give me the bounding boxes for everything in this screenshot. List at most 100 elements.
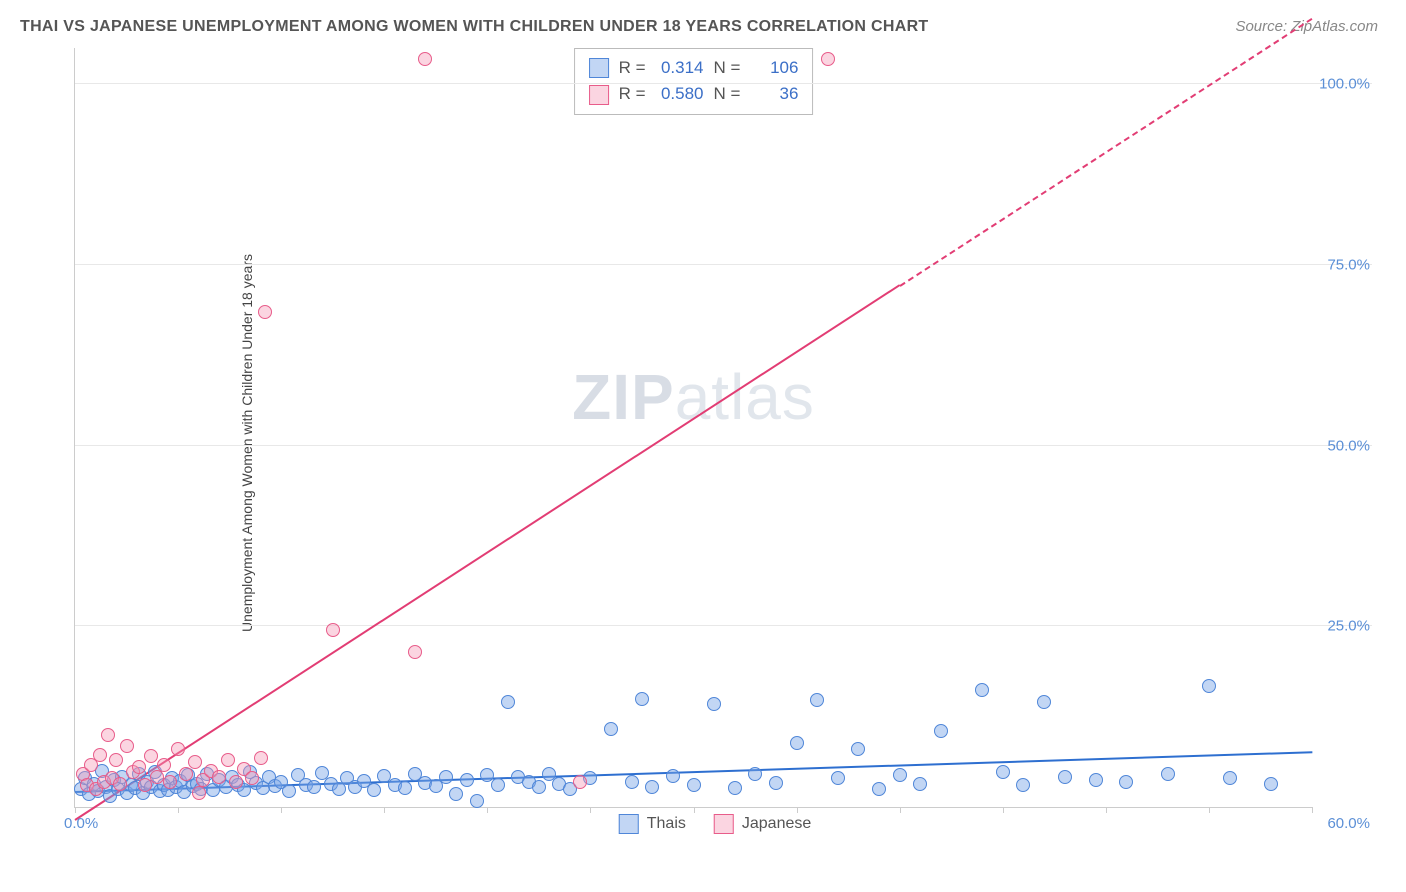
data-point — [120, 739, 134, 753]
data-point — [132, 760, 146, 774]
legend-swatch — [714, 814, 734, 834]
data-point — [1223, 771, 1237, 785]
data-point — [258, 305, 272, 319]
data-point — [707, 697, 721, 711]
gridline — [75, 445, 1372, 446]
x-tick — [590, 807, 591, 813]
data-point — [645, 780, 659, 794]
data-point — [418, 52, 432, 66]
data-point — [491, 778, 505, 792]
data-point — [101, 728, 115, 742]
data-point — [138, 778, 152, 792]
r-value: 0.314 — [656, 55, 704, 81]
series-legend: Thais Japanese — [619, 814, 812, 834]
x-tick — [281, 807, 282, 813]
data-point — [93, 748, 107, 762]
legend-item: Thais — [619, 814, 686, 834]
data-point — [245, 771, 259, 785]
x-tick — [1003, 807, 1004, 813]
x-tick — [487, 807, 488, 813]
data-point — [449, 787, 463, 801]
data-point — [1264, 777, 1278, 791]
x-max-label: 60.0% — [1327, 815, 1370, 832]
data-point — [625, 775, 639, 789]
data-point — [851, 742, 865, 756]
data-point — [810, 693, 824, 707]
r-value: 0.580 — [656, 81, 704, 107]
stats-box: R = 0.314 N = 106 R = 0.580 N = 36 — [574, 48, 814, 115]
trend-line-dashed — [899, 17, 1312, 286]
x-tick — [797, 807, 798, 813]
data-point — [666, 769, 680, 783]
series-swatch — [589, 85, 609, 105]
gridline — [75, 625, 1372, 626]
x-tick — [75, 807, 76, 813]
data-point — [144, 749, 158, 763]
legend-item: Japanese — [714, 814, 811, 834]
data-point — [282, 784, 296, 798]
x-tick — [1106, 807, 1107, 813]
data-point — [163, 775, 177, 789]
data-point — [913, 777, 927, 791]
x-tick — [1312, 807, 1313, 813]
gridline — [75, 83, 1372, 84]
data-point — [728, 781, 742, 795]
data-point — [460, 773, 474, 787]
data-point — [192, 786, 206, 800]
data-point — [307, 780, 321, 794]
chart-title: THAI VS JAPANESE UNEMPLOYMENT AMONG WOME… — [20, 18, 929, 36]
data-point — [1119, 775, 1133, 789]
data-point — [1016, 778, 1030, 792]
data-point — [254, 751, 268, 765]
data-point — [109, 753, 123, 767]
x-tick — [900, 807, 901, 813]
data-point — [893, 768, 907, 782]
data-point — [975, 683, 989, 697]
y-tick-label: 100.0% — [1319, 76, 1370, 93]
trend-line — [74, 285, 900, 822]
data-point — [171, 742, 185, 756]
gridline — [75, 264, 1372, 265]
data-point — [221, 753, 235, 767]
data-point — [769, 776, 783, 790]
data-point — [1089, 773, 1103, 787]
data-point — [831, 771, 845, 785]
legend-label: Japanese — [742, 815, 811, 833]
data-point — [821, 52, 835, 66]
n-label: N = — [714, 55, 741, 81]
x-tick — [1209, 807, 1210, 813]
plot-region: ZIPatlas R = 0.314 N = 106 R = 0.580 N =… — [74, 48, 1312, 808]
y-tick-label: 50.0% — [1327, 437, 1370, 454]
legend-swatch — [619, 814, 639, 834]
r-label: R = — [619, 55, 646, 81]
stats-row: R = 0.580 N = 36 — [589, 81, 799, 107]
data-point — [532, 780, 546, 794]
data-point — [1058, 770, 1072, 784]
chart-area: Unemployment Among Women with Children U… — [50, 48, 1380, 838]
data-point — [573, 775, 587, 789]
r-label: R = — [619, 81, 646, 107]
y-tick-label: 75.0% — [1327, 256, 1370, 273]
n-value: 106 — [750, 55, 798, 81]
data-point — [188, 755, 202, 769]
data-point — [398, 781, 412, 795]
series-swatch — [589, 58, 609, 78]
data-point — [1037, 695, 1051, 709]
data-point — [687, 778, 701, 792]
x-min-label: 0.0% — [64, 815, 98, 832]
data-point — [1161, 767, 1175, 781]
data-point — [604, 722, 618, 736]
data-point — [872, 782, 886, 796]
n-value: 36 — [750, 81, 798, 107]
data-point — [1202, 679, 1216, 693]
data-point — [326, 623, 340, 637]
data-point — [212, 770, 226, 784]
n-label: N = — [714, 81, 741, 107]
data-point — [157, 758, 171, 772]
data-point — [113, 777, 127, 791]
data-point — [996, 765, 1010, 779]
data-point — [179, 767, 193, 781]
data-point — [229, 775, 243, 789]
data-point — [367, 783, 381, 797]
x-tick — [178, 807, 179, 813]
